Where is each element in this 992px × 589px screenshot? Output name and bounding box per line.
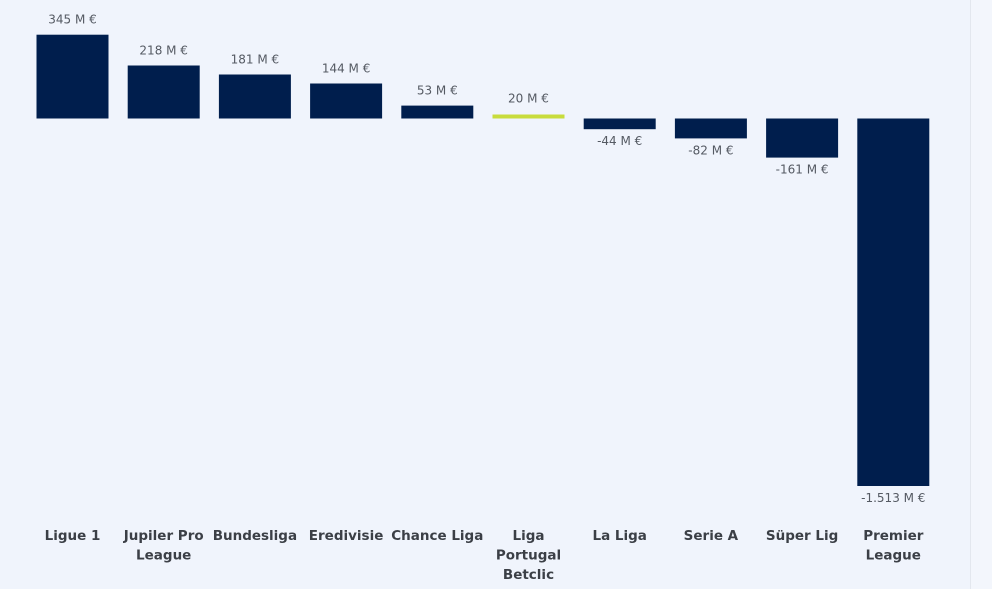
right-panel-edge bbox=[970, 0, 992, 589]
category-label-super-lig: Süper Lig bbox=[766, 528, 838, 544]
bar-serie-a[interactable] bbox=[674, 118, 747, 139]
category-label-line: League bbox=[866, 548, 921, 564]
value-label-premier-league: -1.513 M € bbox=[861, 491, 925, 505]
value-label-ligue-1: 345 M € bbox=[48, 13, 97, 27]
category-label-line: Betclic bbox=[503, 567, 554, 583]
bar-chart: 345 M € Ligue 1 218 M € Jupiler Pro League 18… bbox=[36, 13, 930, 583]
bar-ligue-1[interactable] bbox=[36, 34, 109, 119]
category-label-line: Bundesliga bbox=[213, 528, 297, 544]
bar-super-lig[interactable] bbox=[766, 118, 839, 158]
category-label-line: La Liga bbox=[592, 528, 646, 544]
category-label-line: Serie A bbox=[684, 528, 739, 544]
bar-bundesliga[interactable] bbox=[218, 74, 291, 119]
category-label-line: Süper Lig bbox=[766, 528, 838, 544]
value-label-chance-liga: 53 M € bbox=[417, 84, 458, 98]
category-label-line: Liga bbox=[512, 528, 544, 544]
bar-la-liga[interactable] bbox=[583, 118, 656, 130]
category-label-serie-a: Serie A bbox=[684, 528, 739, 544]
bar-premier-league[interactable] bbox=[857, 118, 930, 487]
bar-chance-liga[interactable] bbox=[401, 105, 474, 119]
value-label-bundesliga: 181 M € bbox=[231, 53, 280, 67]
category-label-line: League bbox=[136, 548, 191, 564]
category-label-ligue-1: Ligue 1 bbox=[45, 528, 101, 544]
category-label-line: Ligue 1 bbox=[45, 528, 101, 544]
category-label-premier-league: Premier League bbox=[863, 528, 924, 564]
bar-eredivisie[interactable] bbox=[310, 83, 383, 119]
value-label-liga-portugal-betclic: 20 M € bbox=[508, 92, 549, 106]
bar-jupiler-pro-league[interactable] bbox=[127, 65, 200, 119]
category-label-liga-portugal-betclic: Liga Portugal Betclic bbox=[496, 528, 561, 583]
bar-liga-portugal-betclic[interactable] bbox=[492, 114, 565, 119]
value-label-super-lig: -161 M € bbox=[776, 163, 829, 177]
category-label-chance-liga: Chance Liga bbox=[391, 528, 483, 544]
value-label-jupiler-pro-league: 218 M € bbox=[139, 44, 188, 58]
value-label-la-liga: -44 M € bbox=[597, 134, 642, 148]
category-label-line: Jupiler Pro bbox=[123, 528, 204, 544]
category-label-jupiler-pro-league: Jupiler Pro League bbox=[123, 528, 204, 564]
category-label-la-liga: La Liga bbox=[592, 528, 646, 544]
category-label-bundesliga: Bundesliga bbox=[213, 528, 297, 544]
category-label-line: Eredivisie bbox=[309, 528, 384, 544]
value-label-eredivisie: 144 M € bbox=[322, 62, 371, 76]
category-label-eredivisie: Eredivisie bbox=[309, 528, 384, 544]
category-label-line: Chance Liga bbox=[391, 528, 483, 544]
category-label-line: Portugal bbox=[496, 548, 561, 564]
value-label-serie-a: -82 M € bbox=[688, 143, 733, 157]
category-label-line: Premier bbox=[863, 528, 924, 544]
